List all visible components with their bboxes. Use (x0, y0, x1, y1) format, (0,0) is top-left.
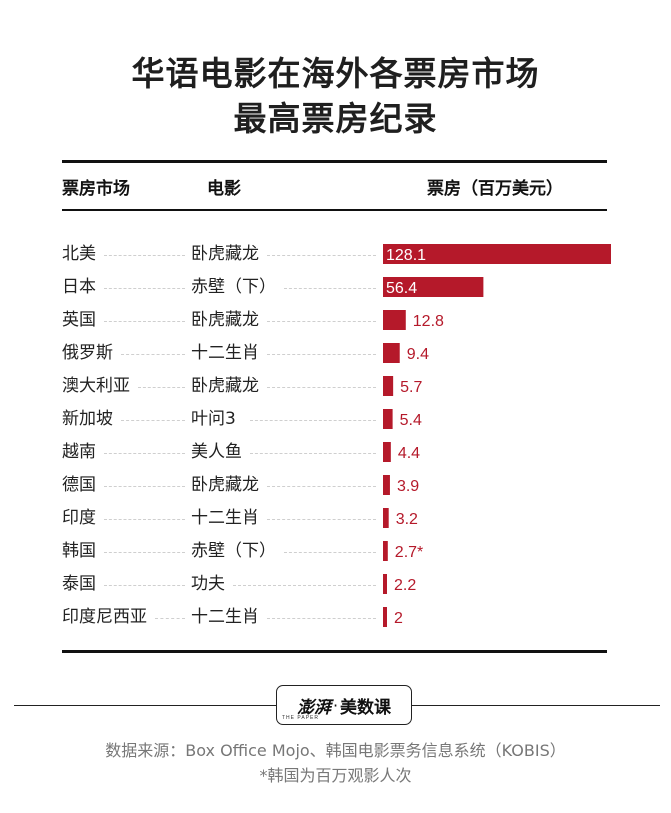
table-row: 俄罗斯 十二生肖 (0, 343, 671, 376)
chart-title-line-1: 华语电影在海外各票房市场 (131, 54, 540, 93)
leader-dots (104, 255, 185, 256)
leader-dots (104, 552, 185, 553)
movie-label: 赤壁（下） (191, 541, 276, 561)
table-row: 印度尼西亚 十二生肖 (0, 607, 671, 640)
market-label: 印度 (62, 508, 96, 528)
table-row: 北美 卧虎藏龙 (0, 244, 671, 277)
leader-dots (267, 387, 376, 388)
leader-dots (250, 453, 376, 454)
market-label: 北美 (62, 244, 96, 264)
leader-dots (267, 321, 376, 322)
leader-dots (233, 585, 376, 586)
brand-divider-left (14, 705, 276, 706)
leader-dots (121, 354, 185, 355)
leader-dots (104, 288, 185, 289)
market-label: 英国 (62, 310, 96, 330)
table-row: 新加坡 叶问3 (0, 409, 671, 442)
leader-dots (104, 321, 185, 322)
leader-dots (267, 486, 376, 487)
table-row: 印度 十二生肖 (0, 508, 671, 541)
table-header-rule (62, 209, 607, 211)
leader-dots (284, 552, 376, 553)
table-row: 韩国 赤壁（下） (0, 541, 671, 574)
header-movie: 电影 (207, 179, 241, 199)
footnote: *韩国为百万观影人次 (259, 766, 412, 785)
market-label: 澳大利亚 (62, 376, 130, 396)
movie-label: 十二生肖 (191, 343, 259, 363)
table-row: 澳大利亚 卧虎藏龙 (0, 376, 671, 409)
brand-logo: 澎湃 (296, 697, 331, 718)
leader-dots (267, 519, 376, 520)
table-bottom-rule (62, 650, 607, 653)
leader-dots (138, 387, 185, 388)
movie-label: 卧虎藏龙 (191, 244, 259, 264)
leader-dots (267, 354, 376, 355)
movie-label: 功夫 (191, 574, 225, 594)
market-label: 印度尼西亚 (62, 607, 147, 627)
leader-dots (250, 420, 376, 421)
leader-dots (267, 255, 376, 256)
market-label: 日本 (62, 277, 96, 297)
brand-badge: 澎湃 · 美数课 (276, 685, 412, 725)
brand-subtitle: THE PAPER (282, 715, 319, 721)
chart-title-line-2: 最高票房纪录 (233, 99, 438, 138)
movie-label: 卧虎藏龙 (191, 376, 259, 396)
brand-name: 美数课 (340, 697, 392, 718)
leader-dots (284, 288, 376, 289)
leader-dots (104, 519, 185, 520)
market-label: 泰国 (62, 574, 96, 594)
table-row: 英国 卧虎藏龙 (0, 310, 671, 343)
brand-separator: · (332, 695, 339, 715)
movie-label: 十二生肖 (191, 508, 259, 528)
table-row: 日本 赤壁（下） (0, 277, 671, 310)
movie-label: 叶问3 (191, 409, 236, 429)
movie-label: 卧虎藏龙 (191, 310, 259, 330)
market-label: 德国 (62, 475, 96, 495)
movie-label: 赤壁（下） (191, 277, 276, 297)
movie-label: 十二生肖 (191, 607, 259, 627)
leader-dots (104, 585, 185, 586)
table-row: 德国 卧虎藏龙 (0, 475, 671, 508)
leader-dots (104, 486, 185, 487)
movie-label: 卧虎藏龙 (191, 475, 259, 495)
market-label: 俄罗斯 (62, 343, 113, 363)
market-label: 韩国 (62, 541, 96, 561)
leader-dots (267, 618, 376, 619)
table-row: 越南 美人鱼 (0, 442, 671, 475)
table-top-rule (62, 160, 607, 163)
leader-dots (121, 420, 185, 421)
leader-dots (104, 453, 185, 454)
market-label: 新加坡 (62, 409, 113, 429)
movie-label: 美人鱼 (191, 442, 242, 462)
table-row: 泰国 功夫 (0, 574, 671, 607)
header-box-office: 票房（百万美元） (427, 179, 563, 199)
market-label: 越南 (62, 442, 96, 462)
leader-dots (155, 618, 185, 619)
header-market: 票房市场 (62, 179, 130, 199)
source-note: 数据来源：Box Office Mojo、韩国电影票务信息系统（KOBIS） (105, 741, 566, 760)
brand-divider-right (410, 705, 660, 706)
